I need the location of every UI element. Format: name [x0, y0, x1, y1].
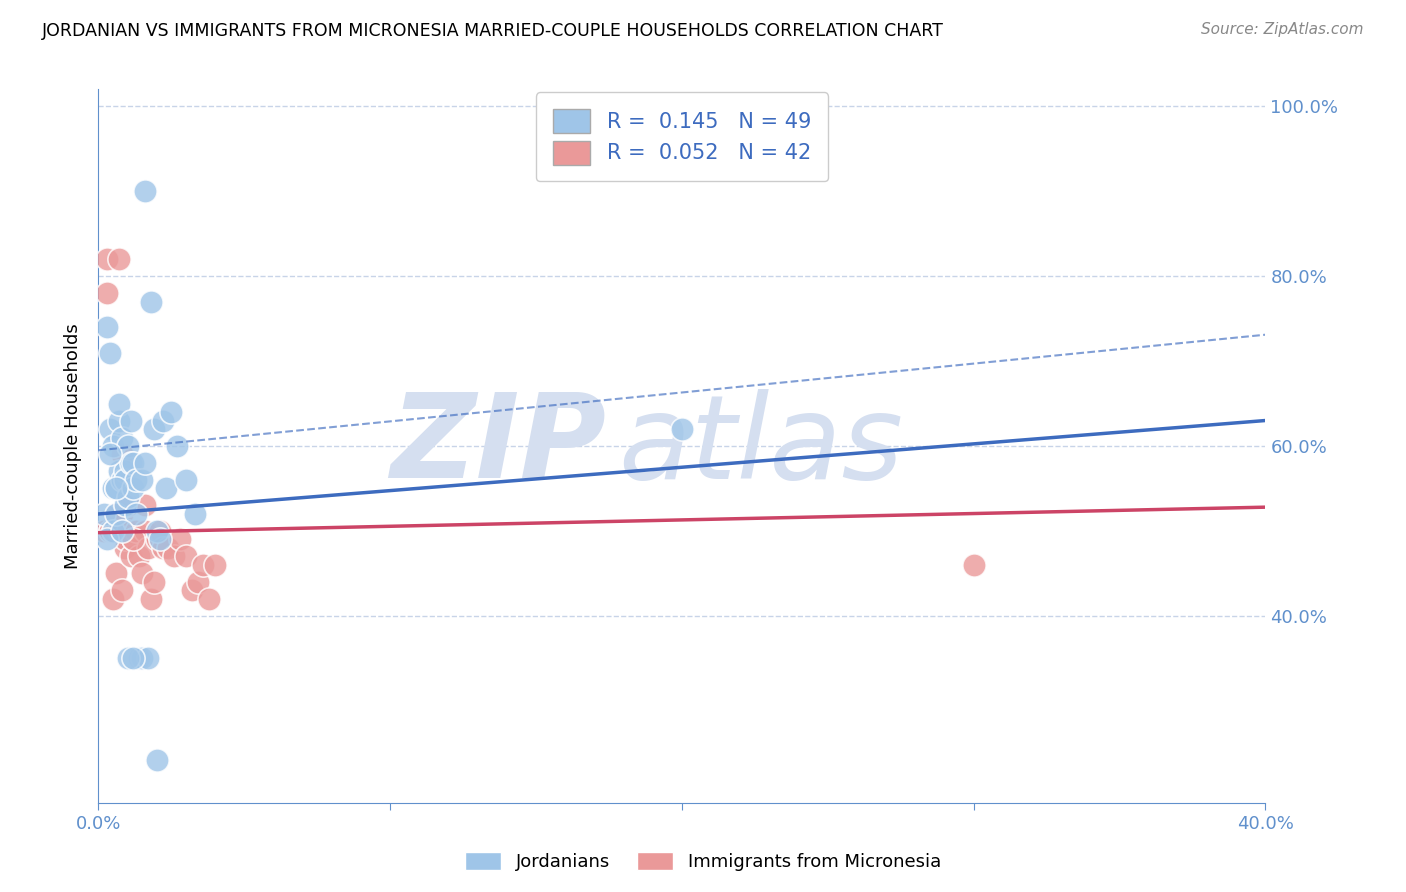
- Point: [125, 507, 148, 521]
- Text: JORDANIAN VS IMMIGRANTS FROM MICRONESIA MARRIED-COUPLE HOUSEHOLDS CORRELATION CH: JORDANIAN VS IMMIGRANTS FROM MICRONESIA …: [42, 22, 943, 40]
- Point: [96, 320, 118, 334]
- Point: [122, 651, 145, 665]
- Point: [152, 413, 174, 427]
- Point: [962, 558, 984, 572]
- Point: [149, 533, 172, 547]
- Point: [108, 396, 131, 410]
- Point: [101, 524, 124, 538]
- Point: [174, 549, 197, 564]
- Point: [104, 507, 127, 521]
- Point: [111, 430, 134, 444]
- Point: [152, 541, 174, 555]
- Point: [96, 533, 118, 547]
- Point: [108, 252, 131, 266]
- Point: [98, 524, 121, 538]
- Text: ZIP: ZIP: [389, 389, 606, 503]
- Point: [104, 507, 127, 521]
- Point: [111, 448, 134, 462]
- Point: [146, 524, 169, 538]
- Text: atlas: atlas: [617, 389, 903, 503]
- Point: [111, 524, 134, 538]
- Point: [149, 524, 172, 538]
- Point: [114, 465, 136, 479]
- Point: [142, 422, 165, 436]
- Point: [122, 533, 145, 547]
- Point: [157, 541, 180, 555]
- Point: [128, 549, 150, 564]
- Point: [146, 533, 169, 547]
- Point: [166, 439, 188, 453]
- Point: [93, 507, 115, 521]
- Point: [104, 566, 127, 581]
- Point: [108, 465, 131, 479]
- Point: [134, 184, 156, 198]
- Point: [98, 448, 121, 462]
- Point: [111, 507, 134, 521]
- Point: [114, 473, 136, 487]
- Point: [128, 651, 150, 665]
- Point: [134, 499, 156, 513]
- Point: [183, 507, 205, 521]
- Point: [134, 456, 156, 470]
- Point: [114, 499, 136, 513]
- Point: [160, 405, 183, 419]
- Point: [114, 541, 136, 555]
- Point: [101, 439, 124, 453]
- Point: [180, 583, 202, 598]
- Point: [108, 413, 131, 427]
- Point: [198, 591, 221, 606]
- Point: [131, 473, 153, 487]
- Point: [671, 422, 693, 436]
- Point: [142, 574, 165, 589]
- Point: [131, 651, 153, 665]
- Point: [114, 533, 136, 547]
- Point: [120, 456, 142, 470]
- Point: [125, 524, 148, 538]
- Point: [108, 524, 131, 538]
- Legend: Jordanians, Immigrants from Micronesia: Jordanians, Immigrants from Micronesia: [458, 845, 948, 879]
- Point: [111, 583, 134, 598]
- Point: [169, 533, 191, 547]
- Point: [101, 524, 124, 538]
- Point: [101, 482, 124, 496]
- Y-axis label: Married-couple Households: Married-couple Households: [65, 323, 83, 569]
- Point: [193, 558, 215, 572]
- Point: [155, 482, 177, 496]
- Point: [204, 558, 226, 572]
- Point: [117, 499, 139, 513]
- Point: [122, 482, 145, 496]
- Point: [111, 473, 134, 487]
- Point: [122, 456, 145, 470]
- Point: [139, 294, 162, 309]
- Point: [117, 490, 139, 504]
- Point: [136, 651, 159, 665]
- Point: [120, 549, 142, 564]
- Point: [117, 439, 139, 453]
- Point: [187, 574, 209, 589]
- Point: [131, 566, 153, 581]
- Point: [117, 524, 139, 538]
- Point: [136, 541, 159, 555]
- Point: [93, 524, 115, 538]
- Point: [163, 549, 186, 564]
- Point: [146, 753, 169, 767]
- Point: [139, 591, 162, 606]
- Point: [117, 651, 139, 665]
- Point: [125, 473, 148, 487]
- Point: [96, 252, 118, 266]
- Point: [120, 413, 142, 427]
- Point: [101, 591, 124, 606]
- Point: [98, 422, 121, 436]
- Point: [122, 533, 145, 547]
- Point: [98, 524, 121, 538]
- Point: [104, 482, 127, 496]
- Point: [134, 524, 156, 538]
- Point: [96, 286, 118, 301]
- Point: [174, 473, 197, 487]
- Legend: R =  0.145   N = 49, R =  0.052   N = 42: R = 0.145 N = 49, R = 0.052 N = 42: [536, 93, 828, 181]
- Point: [104, 482, 127, 496]
- Point: [98, 345, 121, 359]
- Text: Source: ZipAtlas.com: Source: ZipAtlas.com: [1201, 22, 1364, 37]
